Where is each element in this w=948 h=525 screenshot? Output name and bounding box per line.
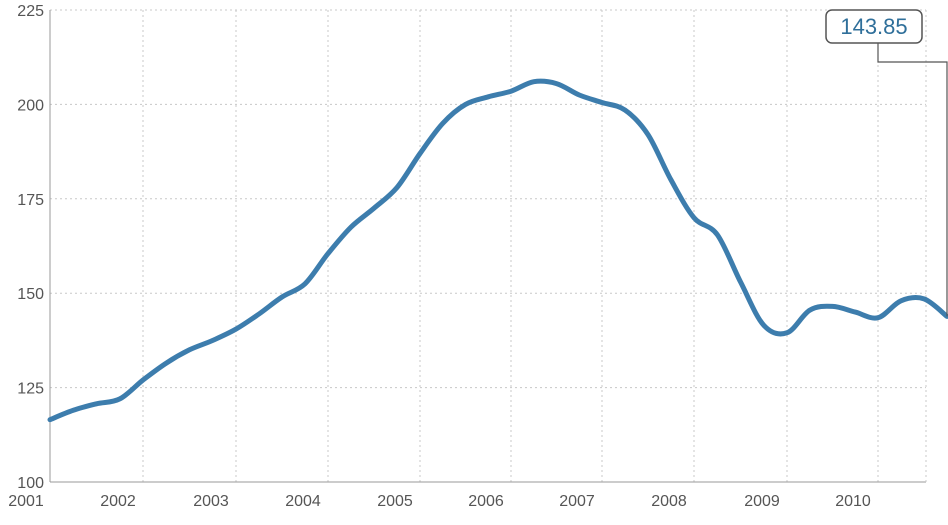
callout-leader-line <box>877 43 948 317</box>
data-point <box>464 102 468 106</box>
data-point <box>486 95 490 99</box>
data-point <box>95 402 99 406</box>
data-point <box>188 348 192 352</box>
data-point <box>669 178 673 182</box>
y-tick-label: 200 <box>17 97 44 114</box>
x-tick-label: 2002 <box>100 493 136 510</box>
y-tick-label: 225 <box>17 3 44 20</box>
x-tick-label: 2008 <box>651 493 687 510</box>
callout-box <box>825 9 923 44</box>
series-layer <box>47 78 948 423</box>
data-point <box>211 338 215 342</box>
data-point <box>257 312 261 316</box>
x-tick-label: 2009 <box>744 493 780 510</box>
y-tick-label: 100 <box>17 475 44 492</box>
callout-value-label: 143.85 <box>840 14 907 39</box>
data-point <box>739 280 743 284</box>
data-point <box>715 233 719 237</box>
axes-layer: 100 125 150 175 200 225 2001 2002 2003 2004 2005 20… <box>8 3 927 510</box>
data-point <box>372 206 376 210</box>
grid-layer <box>50 9 926 482</box>
data-point <box>785 331 789 335</box>
series-line <box>47 78 948 423</box>
data-point <box>899 299 903 303</box>
data-point <box>853 310 857 314</box>
data-point <box>922 297 926 301</box>
callout-layer: 143.85 <box>825 9 948 317</box>
data-point <box>48 418 52 422</box>
data-point <box>141 378 145 382</box>
data-point <box>395 185 399 189</box>
x-tick-label: 2003 <box>193 493 229 510</box>
data-point <box>303 282 307 286</box>
data-point <box>532 80 536 84</box>
data-point <box>418 151 422 155</box>
data-point <box>831 304 835 308</box>
x-tick-label: 2005 <box>377 493 413 510</box>
data-point <box>326 252 330 256</box>
x-tick-label: 2010 <box>835 493 871 510</box>
x-tick-label: 2004 <box>285 493 321 510</box>
data-point <box>600 101 604 105</box>
data-point <box>577 93 581 97</box>
data-point <box>555 82 559 86</box>
data-point <box>808 308 812 312</box>
data-point <box>164 361 168 365</box>
data-point <box>280 295 284 299</box>
data-point <box>441 121 445 125</box>
data-point <box>623 108 627 112</box>
y-tick-label: 125 <box>17 381 44 398</box>
data-point <box>234 327 238 331</box>
data-point <box>692 216 696 220</box>
y-tick-label: 175 <box>17 192 44 209</box>
data-point <box>646 133 650 137</box>
data-point <box>509 89 513 93</box>
x-tick-label: 2007 <box>559 493 595 510</box>
data-point <box>71 408 75 412</box>
y-tick-label: 150 <box>17 286 44 303</box>
data-point <box>118 397 122 401</box>
data-point <box>349 225 353 229</box>
data-point <box>762 323 766 327</box>
x-tick-label: 2006 <box>468 493 504 510</box>
x-tick-label: 2001 <box>8 493 44 510</box>
data-point <box>876 316 880 320</box>
